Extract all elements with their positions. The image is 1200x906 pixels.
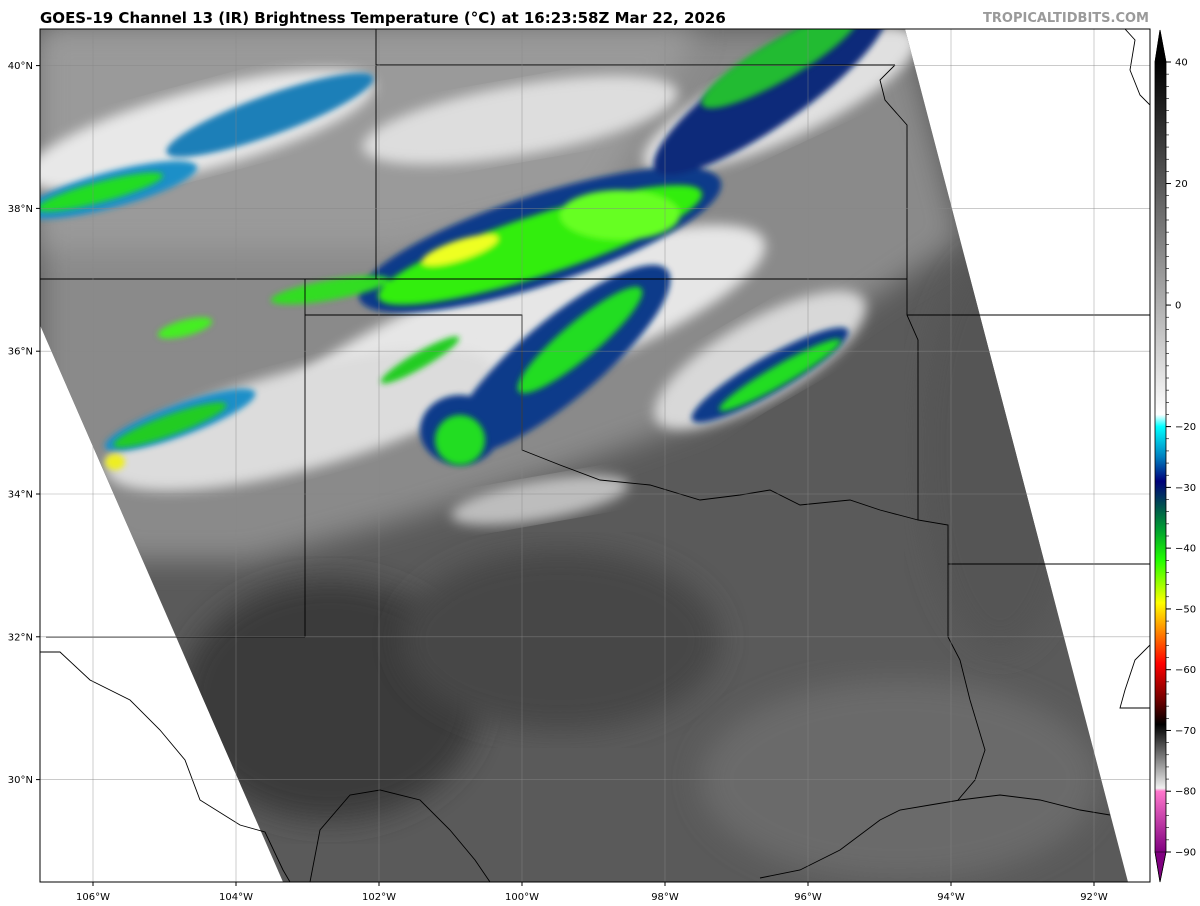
longitude-label: 96°W [794, 892, 822, 903]
graticule [40, 29, 1150, 882]
colorbar-tick-label: 0 [1175, 301, 1181, 312]
colorbar-tick-label: −40 [1175, 544, 1196, 555]
longitude-label: 106°W [76, 892, 110, 903]
colorbar-tick-label: −30 [1175, 483, 1196, 494]
latitude-label: 36°N [8, 347, 33, 358]
longitude-label: 104°W [219, 892, 253, 903]
latitude-label: 40°N [8, 61, 33, 72]
longitude-label: 94°W [937, 892, 965, 903]
latitude-label: 32°N [8, 632, 33, 643]
colorbar-tick-label: −50 [1175, 604, 1196, 615]
longitude-label: 98°W [651, 892, 679, 903]
colorbar-tick-label: −60 [1175, 665, 1196, 676]
longitude-label: 92°W [1080, 892, 1108, 903]
watermark: TROPICALTIDBITS.COM [983, 11, 1149, 26]
colorbar-tick-label: −70 [1175, 726, 1196, 737]
longitude-label: 100°W [505, 892, 539, 903]
colorbar-tick-label: 40 [1175, 58, 1188, 69]
colorbar-ramp [1155, 62, 1166, 852]
colorbar-tick-label: 20 [1175, 179, 1188, 190]
latitude-label: 30°N [8, 775, 33, 786]
colorbar-tick-label: −20 [1175, 422, 1196, 433]
colorbar-tick-label: −90 [1175, 848, 1196, 859]
map-title: GOES-19 Channel 13 (IR) Brightness Tempe… [40, 9, 726, 27]
boundaries [40, 29, 1150, 882]
colorbar: 40 20 0 −20 −30 −40 −50 −60 −70 −80 −90 [1154, 29, 1196, 883]
latitude-label: 38°N [8, 204, 33, 215]
colorbar-tick-label: −80 [1175, 787, 1196, 798]
longitude-label: 102°W [362, 892, 396, 903]
map-frame [39, 28, 1151, 883]
latitude-label: 34°N [8, 490, 33, 501]
